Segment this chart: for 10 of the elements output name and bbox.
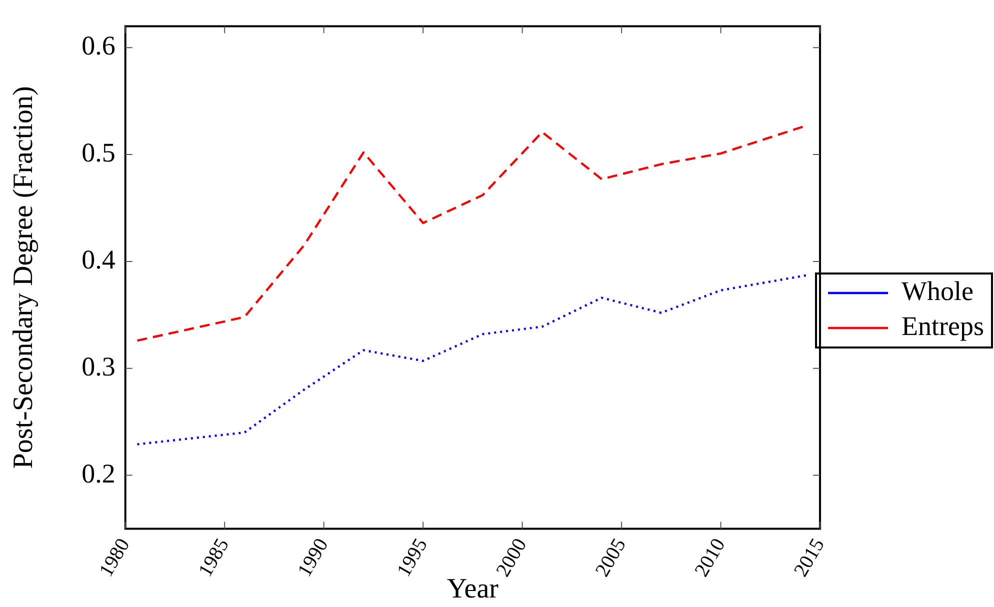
y-tick-label: 0.2 [82, 458, 116, 488]
y-tick-label: 0.5 [82, 138, 116, 168]
line-series [136, 274, 808, 446]
legend-label: Entreps [902, 311, 984, 342]
y-axis-title: Post-Secondary Degree (Fraction) [8, 86, 40, 469]
legend-label: Whole [902, 276, 974, 306]
y-tick-label: 0.6 [82, 30, 116, 61]
x-axis-title: Year [446, 574, 500, 605]
y-tick-label: 0.3 [82, 351, 116, 382]
y-tick-label: 0.4 [82, 244, 116, 275]
